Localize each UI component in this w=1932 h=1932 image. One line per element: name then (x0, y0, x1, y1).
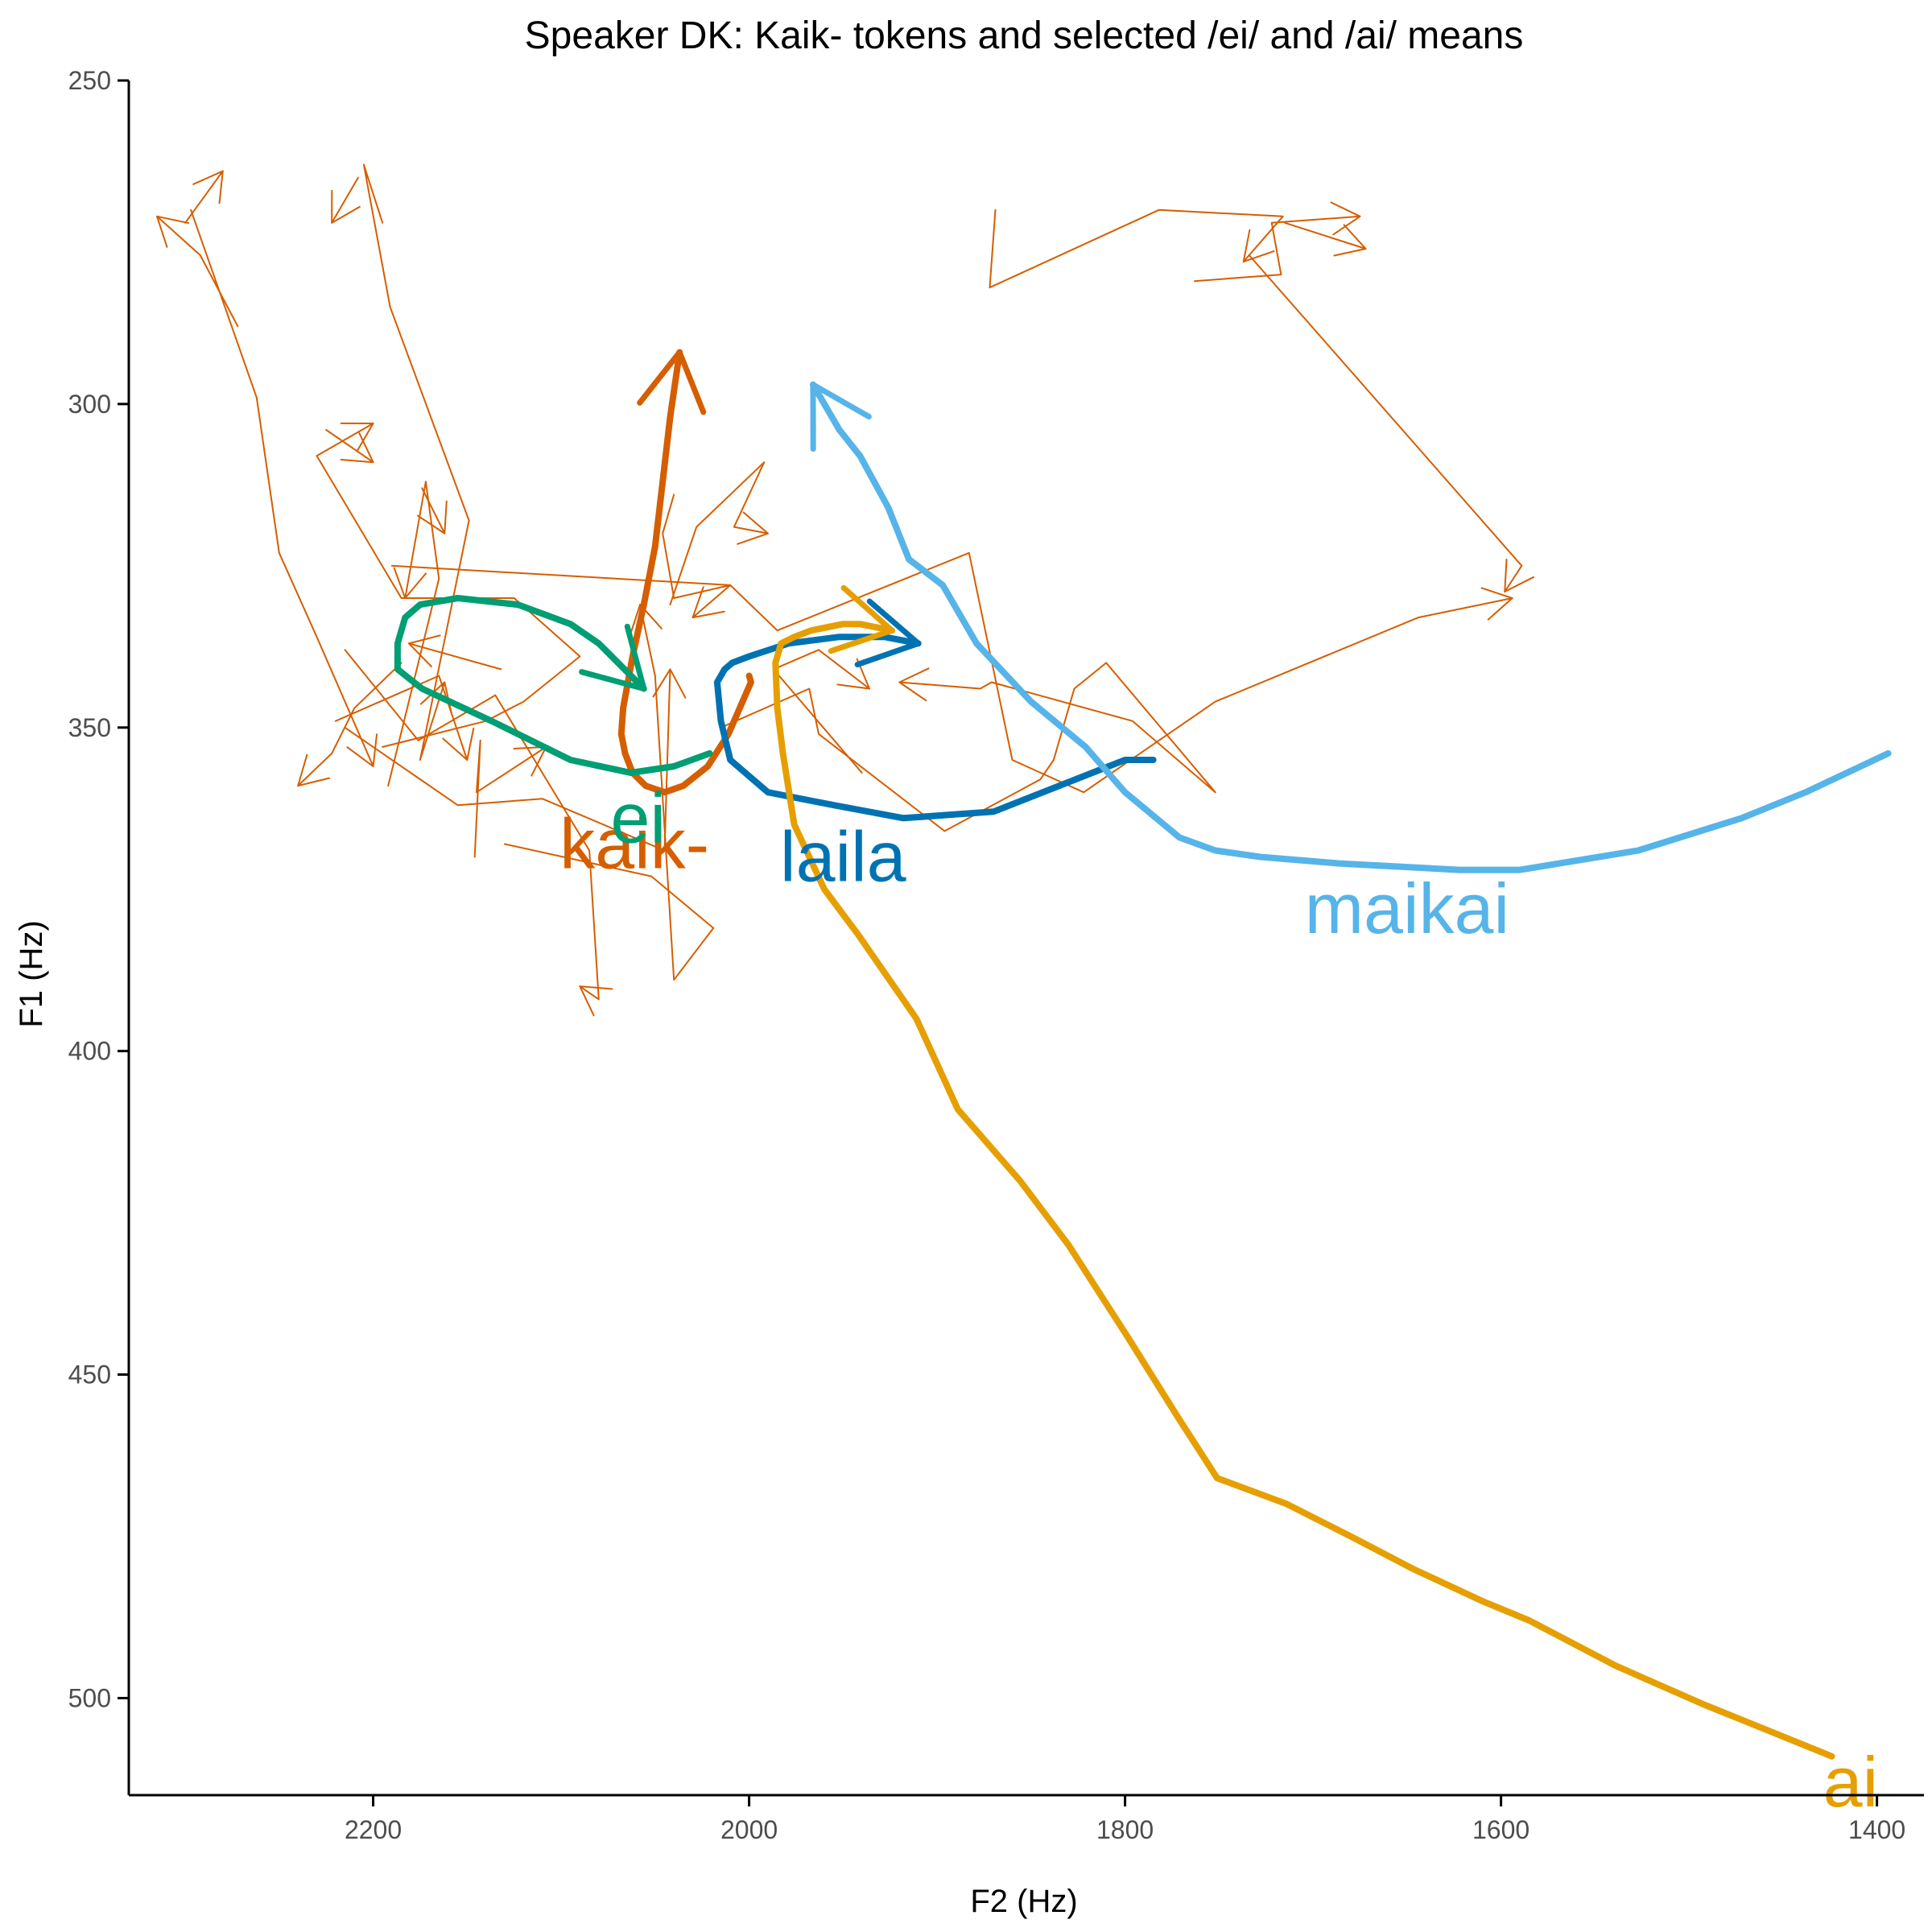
token-trajectories (156, 163, 1534, 1017)
x-axis-title: F2 (Hz) (970, 1884, 1077, 1919)
kaik-token-trajectory (297, 662, 402, 787)
mean-arrowhead-maikai (810, 382, 872, 452)
kaik-token-trajectory (331, 176, 359, 224)
chart-title: Speaker DK: Kaik- tokens and selected /e… (525, 14, 1524, 57)
kaik-token-trajectory (390, 564, 732, 619)
series-label-maikai: maikai (1305, 869, 1509, 948)
x-axis-ticks: 2200 2000 1800 1600 1400 (345, 1795, 1905, 1844)
kaik-token-arrowhead (691, 586, 725, 619)
kaik-token-arrowhead (297, 753, 331, 787)
mean-arrowhead-ei (579, 623, 647, 692)
kaik-token-trajectory (504, 604, 715, 981)
kaik-token-trajectory (325, 429, 374, 464)
mean-trajectory-laila (713, 634, 1157, 822)
kaik-token-trajectory (421, 487, 446, 535)
x-tick-label: 2000 (720, 1815, 778, 1844)
series-label-ai: ai (1823, 1742, 1879, 1822)
kaik-token-arrowhead (416, 500, 448, 535)
kaik-token-arrowhead (192, 170, 224, 204)
kaik-token-trajectory (407, 642, 502, 671)
mean-trajectory-maikai (810, 381, 1892, 873)
kaik-token-arrowhead (156, 215, 190, 248)
kaik-token-arrowhead (898, 667, 930, 702)
x-tick-label: 2200 (345, 1815, 402, 1844)
kaik-token-arrowhead (1504, 559, 1534, 592)
kaik-token-trajectory (184, 170, 224, 224)
kaik-token-trajectory (772, 649, 870, 774)
kaik-token-arrowhead (442, 727, 475, 761)
mean-trajectory-ai (772, 621, 1835, 1760)
kaik-token-arrowhead (652, 668, 687, 699)
mean-arrowhead-ai (828, 584, 895, 654)
kaik-token-arrowhead (407, 634, 441, 667)
kaik-token-trajectory (190, 208, 374, 767)
kaik-token-arrowhead (340, 432, 374, 464)
y-axis-title: F1 (Hz) (14, 920, 49, 1027)
y-tick-label: 500 (68, 1683, 111, 1712)
mean-trajectory-kaik (617, 349, 754, 796)
y-axis-ticks: 250 300 350 400 450 500 (68, 66, 129, 1712)
kaik-token-trajectory (720, 662, 1216, 832)
x-tick-label: 1400 (1848, 1815, 1905, 1844)
kaik-token-arrowhead (1480, 587, 1513, 621)
kaik-token-trajectory (1194, 215, 1361, 283)
y-tick-label: 300 (68, 390, 111, 419)
mean-trajectory-ei (394, 595, 713, 776)
kaik-token-trajectory (989, 208, 1284, 289)
series-label-kaik: kaik- (559, 803, 709, 883)
kaik-token-trajectory (362, 163, 470, 761)
y-tick-label: 400 (68, 1037, 111, 1066)
y-tick-label: 350 (68, 713, 111, 742)
x-tick-label: 1800 (1096, 1815, 1154, 1844)
kaik-token-arrowhead (737, 511, 769, 545)
mean-arrowhead-laila (854, 598, 922, 668)
series-labels: kaik-ei laila maikai ai (559, 778, 1878, 1822)
series-label-ei: ei (611, 778, 667, 857)
kaik-token-arrowhead (393, 567, 427, 600)
kaik-token-arrowhead (1242, 229, 1275, 263)
kaik-token-arrowhead (629, 604, 663, 637)
kaik-token-arrowhead (836, 658, 871, 690)
kaik-token-trajectory (156, 215, 239, 328)
kaik-token-trajectory (344, 649, 600, 1001)
kaik-token-trajectory (1284, 221, 1367, 250)
kaik-token-arrowhead (579, 985, 613, 1017)
kaik-token-arrowhead (340, 422, 374, 452)
mean-arrowhead-kaik (637, 349, 707, 415)
x-tick-label: 1600 (1472, 1815, 1530, 1844)
y-tick-label: 250 (68, 66, 111, 95)
axes: 2200 2000 1800 1600 1400 250 300 350 400 450 500 (68, 66, 1924, 1844)
kaik-token-trajectory (669, 461, 769, 606)
series-label-laila: laila (780, 817, 906, 897)
kaik-token-trajectory (387, 481, 440, 787)
kaik-token-trajectory (662, 493, 1513, 794)
kaik-token-trajectory (473, 739, 547, 858)
kaik-token-trajectory (1248, 254, 1523, 592)
mean-trajectories (394, 349, 1892, 1760)
kaik-token-arrowhead (331, 189, 361, 224)
kaik-token-arrowhead (1330, 201, 1361, 236)
kaik-token-arrowhead (1333, 224, 1367, 257)
kaik-token-trajectory (334, 675, 469, 761)
y-tick-label: 450 (68, 1360, 111, 1389)
kaik-token-arrowhead (346, 733, 378, 767)
